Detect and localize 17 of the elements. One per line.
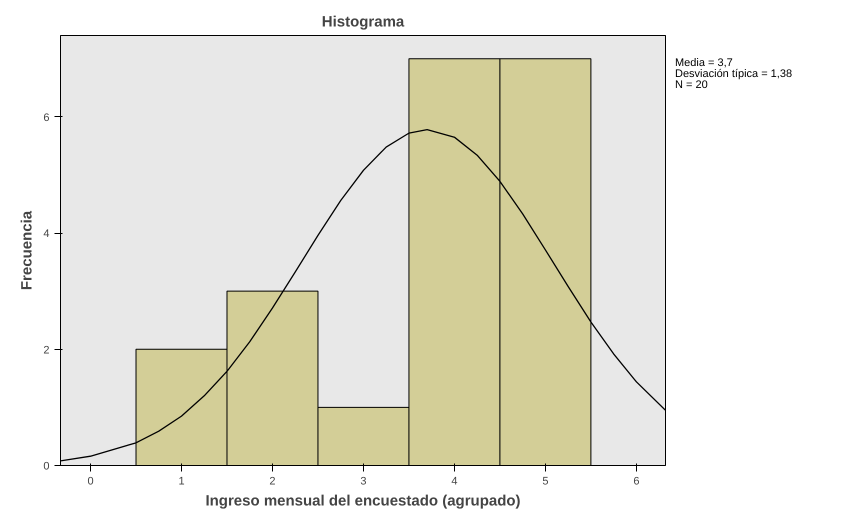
x-tick-label: 1	[178, 476, 185, 488]
text: Desviación típica = 1,38	[675, 68, 792, 80]
x-tick-label: 5	[542, 476, 548, 488]
x-tick-label: 3	[360, 476, 367, 488]
x-axis-title: Ingreso mensual del encuestado (agrupado)	[205, 492, 521, 510]
x-tick-label: 6	[633, 476, 640, 488]
x-tick-label: 0	[87, 476, 94, 488]
x-tick-label: 2	[269, 476, 276, 488]
y-tick-label: 2	[43, 344, 50, 356]
text: Media = 3,7	[675, 57, 733, 69]
y-tick-label: 0	[43, 460, 50, 472]
text: N = 20	[675, 79, 708, 91]
y-tick-label: 6	[43, 112, 50, 124]
y-axis-title: Frecuencia	[18, 210, 36, 290]
y-tick-label: 4	[43, 228, 50, 240]
x-tick-label: 4	[451, 476, 458, 488]
chart-title: Histograma	[322, 14, 405, 30]
